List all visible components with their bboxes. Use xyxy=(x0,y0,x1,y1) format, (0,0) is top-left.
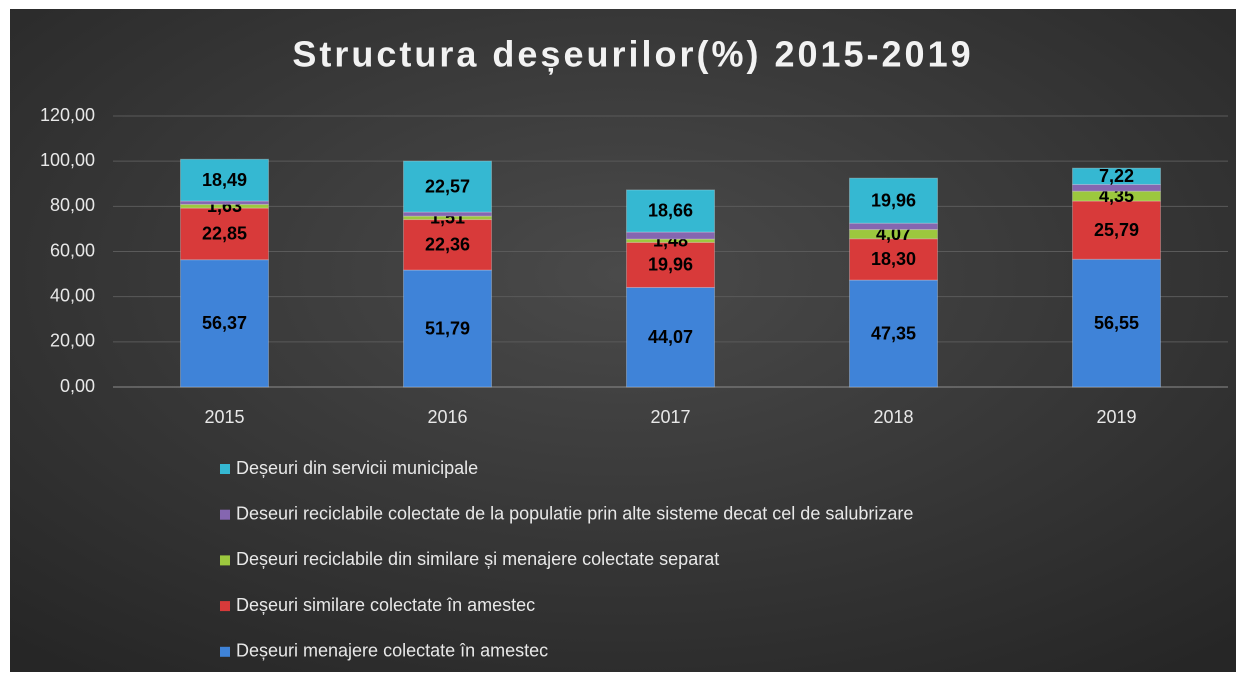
data-label: 18,66 xyxy=(648,201,693,221)
bar-segment xyxy=(849,279,938,388)
y-tick-label: 20,00 xyxy=(50,331,95,351)
data-label: 19,96 xyxy=(871,190,916,210)
legend-swatch xyxy=(220,601,230,612)
data-label: 19,96 xyxy=(648,255,693,275)
x-tick-label: 2016 xyxy=(427,407,467,427)
bar-segment xyxy=(180,158,269,202)
y-tick-label: 40,00 xyxy=(50,285,95,305)
legend-swatch xyxy=(220,555,230,566)
y-tick-label: 100,00 xyxy=(40,150,95,170)
bar-segment xyxy=(180,203,269,209)
bar-segment xyxy=(626,189,715,233)
legend-label: Deșeuri similare colectate în amestec xyxy=(236,595,535,615)
bar-segment xyxy=(403,219,492,271)
data-label: 18,30 xyxy=(871,249,916,269)
chart-title: Structura deșeurilor(%) 2015-2019 xyxy=(292,34,973,75)
data-label: 51,79 xyxy=(425,318,470,338)
legend-swatch xyxy=(220,464,230,474)
data-label: 22,36 xyxy=(425,235,470,255)
legend-swatch xyxy=(220,646,230,657)
bar-segment xyxy=(403,160,492,213)
y-tick-label: 0,00 xyxy=(60,376,95,396)
data-label: 44,07 xyxy=(648,327,693,347)
bar-segment xyxy=(626,286,715,388)
x-tick-label: 2019 xyxy=(1096,407,1136,427)
y-tick-label: 80,00 xyxy=(50,195,95,215)
legend-swatch xyxy=(220,509,230,520)
data-label: 56,55 xyxy=(1094,313,1139,333)
bar-segment xyxy=(1072,183,1161,192)
bar-segment xyxy=(626,241,715,288)
y-tick-label: 60,00 xyxy=(50,240,95,260)
legend-label: Deșeuri din servicii municipale xyxy=(236,458,478,478)
bar-segment xyxy=(403,211,492,217)
data-label: 47,35 xyxy=(871,323,916,343)
data-label: 22,57 xyxy=(425,176,470,196)
bar-segment xyxy=(626,231,715,240)
x-tick-label: 2017 xyxy=(650,407,690,427)
bar-segment xyxy=(849,238,938,281)
bar-segment xyxy=(849,177,938,224)
data-label: 22,85 xyxy=(202,224,247,244)
data-label: 56,37 xyxy=(202,313,247,333)
x-tick-label: 2018 xyxy=(873,407,913,427)
bar-segment xyxy=(403,269,492,388)
x-tick-label: 2015 xyxy=(204,407,244,427)
legend-label: Deseuri reciclabile colectate de la popu… xyxy=(236,503,913,523)
bar-segment xyxy=(180,207,269,261)
bar-segment xyxy=(1072,258,1161,388)
y-tick-label: 120,00 xyxy=(40,105,95,125)
bar-segment xyxy=(1072,167,1161,185)
bar-segment xyxy=(180,200,269,205)
legend-label: Deșeuri reciclabile din similare și mena… xyxy=(236,549,719,569)
legend-label: Deșeuri menajere colectate în amestec xyxy=(236,641,548,661)
data-label: 25,79 xyxy=(1094,220,1139,240)
data-label: 18,49 xyxy=(202,170,247,190)
bar-segment xyxy=(849,222,938,231)
data-label: 7,22 xyxy=(1099,166,1134,186)
